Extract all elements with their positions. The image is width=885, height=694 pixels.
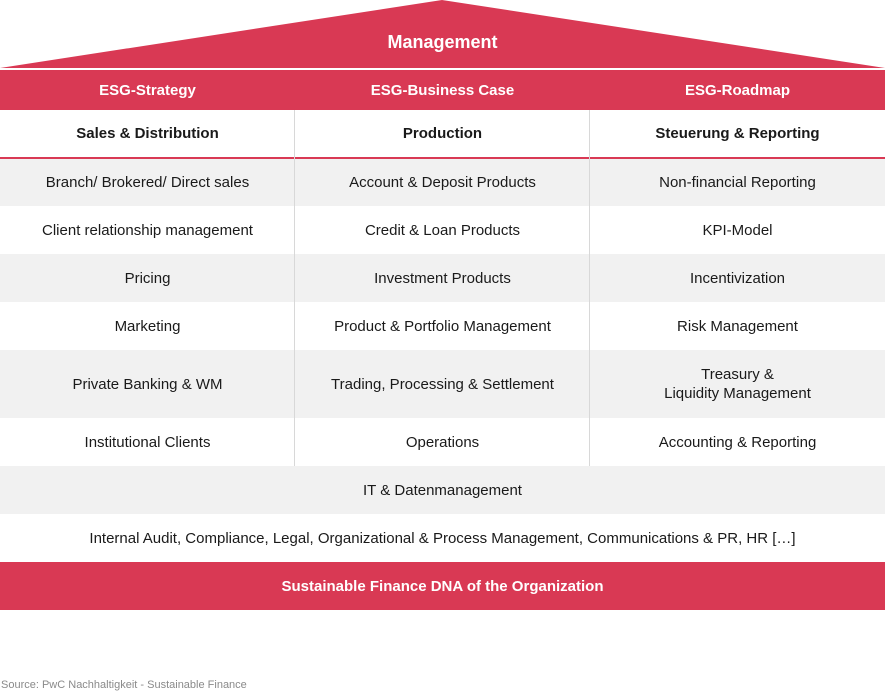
table-row: Branch/ Brokered/ Direct sales Account & … (0, 159, 885, 206)
table-cell: Investment Products (374, 269, 511, 287)
table-cell: Incentivization (689, 269, 786, 287)
table-cell: Non-financial Reporting (659, 174, 816, 191)
table-cell: Product & Portfolio Management (334, 317, 551, 335)
table-cell: Private Banking & WM (72, 375, 223, 393)
table-cell: Institutional Clients (84, 433, 211, 451)
it-row: IT & Datenmanagement (0, 466, 885, 514)
management-title: Management (387, 31, 498, 52)
table-cell: KPI-Model (702, 221, 773, 239)
header-production: Production (402, 125, 483, 142)
esg-band: ESG-Strategy ESG-Business Case ESG-Roadm… (0, 70, 885, 110)
support-functions-row: Internal Audit, Compliance, Legal, Organ… (89, 529, 796, 547)
table-cell: Treasury & Liquidity Management (664, 366, 811, 402)
management-roof (0, 0, 885, 68)
table-cell: Accounting & Reporting (658, 433, 817, 451)
table-cell: Operations (405, 433, 480, 451)
esg-business-case: ESG-Business Case (370, 81, 515, 99)
table-row: Institutional Clients Operations Accountin… (0, 418, 885, 466)
header-steuerung-reporting: Steuerung & Reporting (655, 125, 820, 142)
source-note: Source: PwC Nachhaltigkeit - Sustainable… (1, 679, 247, 691)
table-cell: Credit & Loan Products (364, 221, 521, 239)
table-cell: Trading, Processing & Settlement (331, 375, 554, 393)
column-divider (294, 110, 295, 466)
table-row: Marketing Product & Portfolio Management R… (0, 302, 885, 350)
table-row: Client relationship management Credit & L… (0, 206, 885, 254)
pillar-header-row: Sales & Distribution Production Steuerun… (0, 110, 885, 157)
header-divider (0, 157, 885, 159)
table-cell: Branch/ Brokered/ Direct sales (45, 174, 250, 191)
table-cell: Account & Deposit Products (349, 174, 536, 191)
table-cell: Pricing (124, 269, 171, 287)
table-cell: Client relationship management (42, 221, 253, 239)
table-row: Pricing Investment Products Incentivizatio… (0, 254, 885, 302)
table-row: Private Banking & WM Trading, Processing … (0, 350, 885, 418)
esg-roadmap: ESG-Roadmap (684, 81, 790, 99)
table-cell: Risk Management (677, 317, 798, 335)
table-cell: Marketing (114, 317, 181, 335)
esg-strategy: ESG-Strategy (99, 81, 196, 99)
column-divider (589, 110, 590, 466)
header-sales-distribution: Sales & Distribution (76, 125, 219, 142)
foundation-band: Sustainable Finance DNA of the Organizat… (0, 562, 885, 610)
